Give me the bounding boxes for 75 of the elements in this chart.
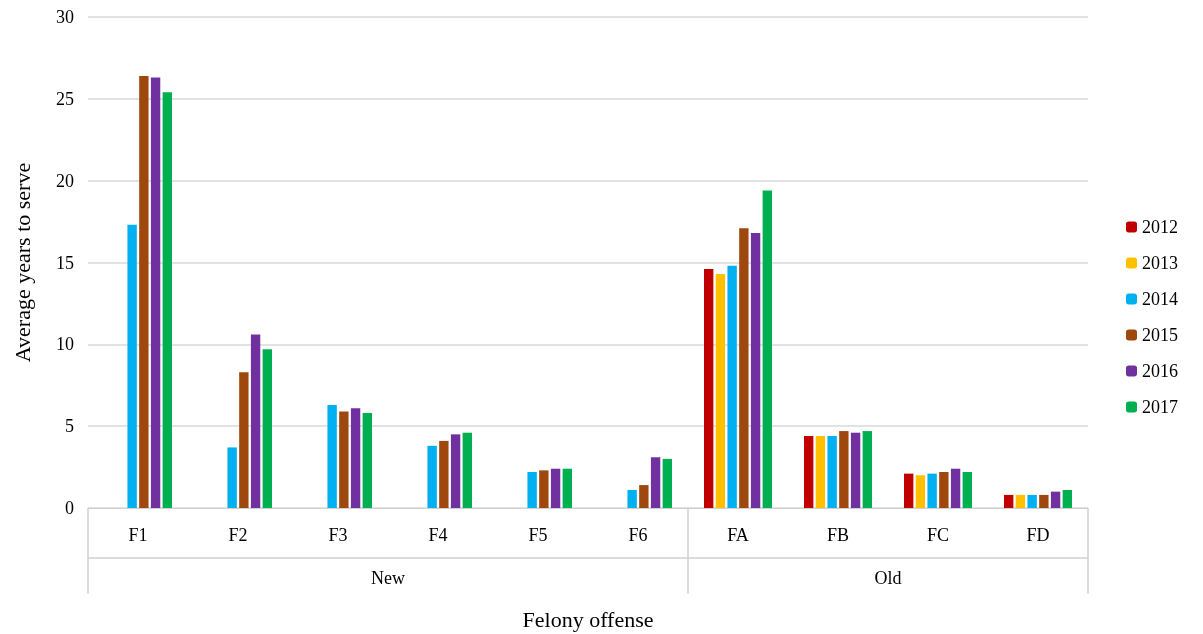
x-tick-label: FB [826,525,850,545]
x-tick-label: FA [727,525,749,545]
bar [539,470,549,508]
bar [1004,494,1014,508]
bar [439,440,449,508]
bar [262,349,272,508]
legend-label: 2014 [1142,289,1178,309]
bar [915,475,926,508]
bar [1062,490,1072,508]
x-tick-label: F3 [328,525,348,545]
bar [227,447,237,508]
bar [815,435,826,508]
bar [727,265,737,508]
text: New [371,568,405,588]
bar [762,190,772,508]
bar [339,411,349,508]
bar [950,468,961,508]
text: Old [874,568,902,588]
bar [127,224,137,508]
bar [704,269,714,508]
x-tick-label: FC [926,525,950,545]
legend-label: 2017 [1142,397,1178,417]
x-tick-label: F2 [228,525,248,545]
legend-label: 2012 [1142,217,1178,237]
bar [904,473,914,508]
bar [250,334,261,508]
bar [804,435,814,508]
y-tick-label: 20 [56,170,74,191]
bar [1050,491,1061,508]
bar [839,431,849,508]
bar [1039,494,1049,508]
x-tick-label: F5 [528,525,548,545]
bar [450,434,461,508]
bar [162,92,172,508]
x-tick-label: FD [1026,525,1050,545]
x-axis-title: Felony offense [522,606,654,632]
legend-label: 2015 [1142,325,1178,345]
y-tick-label: 10 [56,334,74,355]
x-tick-label: F4 [428,525,448,545]
x-tick-label: F1 [128,525,148,545]
bar [550,468,561,508]
bar [1027,494,1037,508]
bar [850,432,861,508]
bar [1015,494,1026,508]
bar [927,473,937,508]
y-tick-label: 0 [65,498,74,518]
bar [350,408,361,508]
y-axis-title: Average years to serve [9,162,35,363]
legend-label: 2013 [1142,253,1178,273]
bar [962,471,972,508]
bar [627,490,637,508]
bar [939,471,949,508]
bar [750,233,761,508]
bar [827,435,837,508]
bar [662,458,672,508]
bar [139,75,149,508]
bar [739,228,749,508]
bar [327,404,337,508]
y-tick-label: 30 [56,7,74,27]
y-tick-label: 15 [56,252,74,273]
bar [362,413,372,508]
bar [639,485,649,508]
bar [715,273,726,508]
y-tick-label: 25 [56,88,74,109]
legend-label: 2016 [1142,361,1178,381]
bar [239,372,249,508]
bar [150,77,161,508]
y-tick-label: 5 [65,416,74,437]
bar [562,468,572,508]
bar [862,431,872,508]
bar [462,432,472,508]
bar [650,457,661,508]
bar [427,445,437,508]
x-tick-label: F6 [628,525,648,545]
bar [527,471,537,508]
